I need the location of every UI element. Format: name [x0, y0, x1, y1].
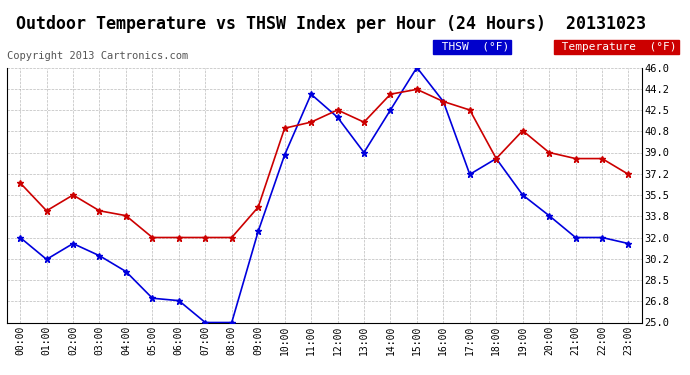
Text: Outdoor Temperature vs THSW Index per Hour (24 Hours)  20131023: Outdoor Temperature vs THSW Index per Ho… [16, 15, 647, 33]
Text: Copyright 2013 Cartronics.com: Copyright 2013 Cartronics.com [7, 51, 188, 61]
Text: Temperature  (°F): Temperature (°F) [555, 42, 677, 52]
Text: THSW  (°F): THSW (°F) [435, 42, 509, 52]
